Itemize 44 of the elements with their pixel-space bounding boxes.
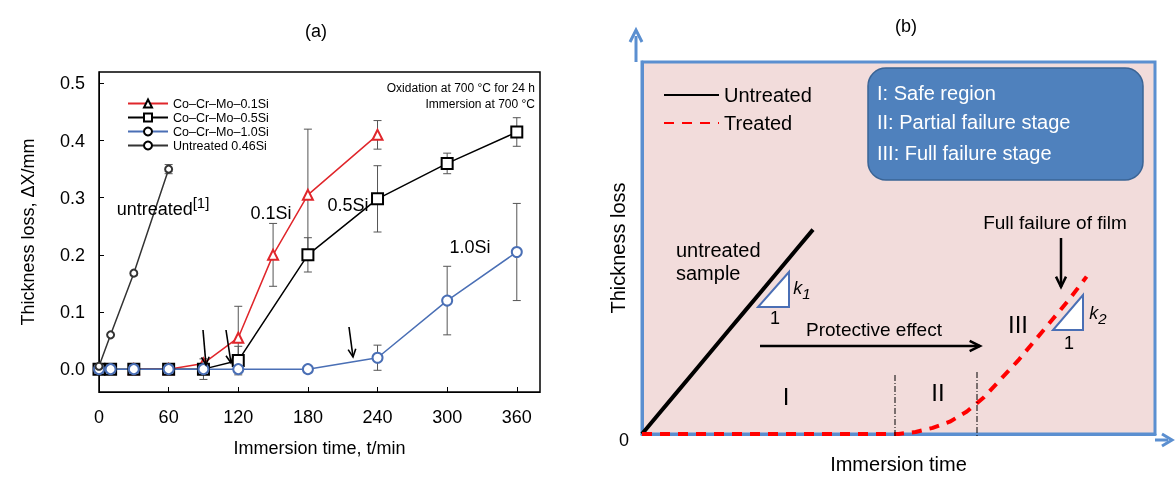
text: II: Partial failure stage: [877, 110, 1071, 134]
annotation: Oxidation at 700 °C for 24 h: [386, 81, 535, 95]
x-tick-label: 180: [292, 407, 323, 427]
annotation: 1: [769, 307, 781, 329]
legend-label: Untreated 0.46Si: [173, 138, 267, 153]
annotation: III: [1007, 311, 1029, 339]
text: 0: [618, 429, 630, 451]
legend-label: Co–Cr–Mo–0.1Si: [173, 96, 269, 111]
annotation: untreated sample: [676, 239, 762, 285]
chart-title: (a): [305, 21, 327, 41]
annotation: 1: [1063, 332, 1075, 354]
annotation: 0.5Si: [327, 194, 369, 216]
annotation: k$_{2}$: [1089, 303, 1107, 327]
y-tick-label: 0.0: [59, 359, 85, 380]
y-tick-label: 0.4: [59, 130, 85, 151]
chart-title: (b): [895, 16, 917, 36]
legend-label: Co–Cr–Mo–1.0Si: [173, 124, 269, 139]
annotation: II: [931, 379, 945, 407]
x-tick-label: 120: [223, 407, 254, 427]
x-tick-label: 240: [362, 407, 393, 427]
x-tick-label: 360: [501, 407, 532, 427]
y-tick-label: 0.1: [59, 302, 85, 322]
annotation: k$_{1}$: [793, 278, 811, 302]
y-axis-title: Thickness loss, ΔX/mm: [18, 138, 38, 326]
legend-label: Co–Cr–Mo–0.5Si: [173, 110, 269, 125]
text: III: Full failure stage: [877, 141, 1052, 165]
x-tick-label: 60: [158, 407, 179, 427]
x-tick-label: 300: [432, 407, 463, 427]
annotation: Immersion at 700 °C: [425, 97, 535, 111]
legend-label: Treated: [724, 112, 793, 134]
x-axis-title: Immersion time: [830, 453, 967, 475]
y-axis-title: Thickness loss: [607, 182, 629, 314]
x-axis-title: Immersion time, t/min: [233, 438, 406, 458]
y-tick-label: 0.5: [59, 73, 85, 94]
y-tick-label: 0.2: [59, 244, 85, 265]
legend-label: Untreated: [724, 84, 812, 106]
annotation: I: [782, 383, 790, 411]
text: I: Safe region: [877, 81, 996, 105]
annotation: 0.1Si: [250, 202, 292, 224]
y-tick-label: 0.3: [59, 187, 85, 208]
annotation: 1.0Si: [449, 236, 491, 258]
annotation: Full failure of film: [983, 212, 1127, 234]
annotation: Protective effect: [806, 319, 942, 341]
x-tick-label: 0: [93, 407, 105, 427]
